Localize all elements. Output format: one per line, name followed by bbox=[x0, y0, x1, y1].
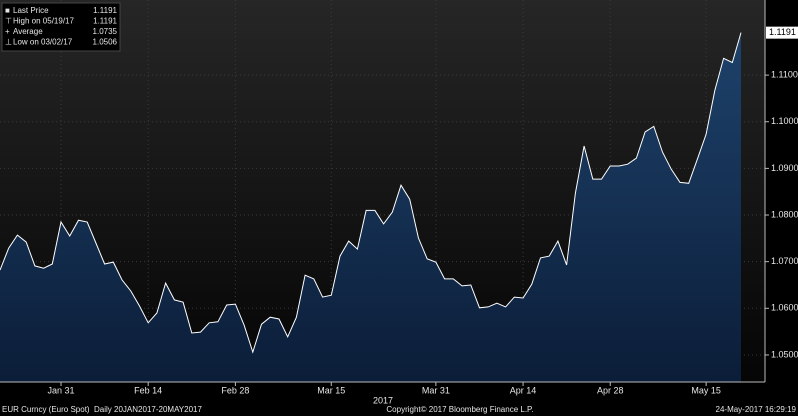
legend-icon: ⊥ bbox=[5, 38, 12, 47]
legend-icon: + bbox=[5, 27, 10, 36]
line bbox=[0, 32, 742, 354]
legend-box bbox=[1, 2, 121, 52]
y-tick-label: 1.0600 bbox=[771, 303, 798, 313]
legend-icon: ■ bbox=[5, 6, 10, 15]
area bbox=[0, 32, 741, 382]
legend-icon: ⊤ bbox=[5, 17, 12, 26]
y-tick-label: 1.1000 bbox=[771, 116, 798, 126]
legend-value: 1.1191 bbox=[93, 6, 117, 15]
x-tick-label: Jan 31 bbox=[48, 385, 75, 395]
legend-value: 1.0735 bbox=[93, 27, 118, 36]
legend-value: 1.0506 bbox=[93, 38, 118, 47]
x-axis-label: 2017 bbox=[373, 395, 393, 405]
last-price-label: 1.1191 bbox=[769, 27, 796, 37]
legend-label: High on 05/19/17 bbox=[13, 17, 74, 26]
legend-label: Last Price bbox=[13, 6, 49, 15]
x-tick-label: Feb 14 bbox=[134, 385, 162, 395]
x-tick-label: Apr 28 bbox=[597, 385, 624, 395]
footer-left: EUR Curncy (Euro Spot) Daily 20JAN2017-2… bbox=[2, 405, 202, 414]
legend-label: Average bbox=[13, 27, 43, 36]
x-tick-label: Feb 28 bbox=[221, 385, 249, 395]
x-tick-label: Apr 14 bbox=[510, 385, 537, 395]
x-tick-label: Mar 15 bbox=[317, 385, 345, 395]
footer-right: 24-May-2017 16:29:19 bbox=[716, 405, 797, 414]
last-price-tag bbox=[766, 26, 798, 39]
legend-label: Low on 03/02/17 bbox=[13, 38, 73, 47]
y-tick-label: 1.0500 bbox=[771, 349, 798, 359]
y-tick-label: 1.0900 bbox=[771, 163, 798, 173]
y-tick-label: 1.0800 bbox=[771, 209, 798, 219]
y-tick-label: 1.1100 bbox=[771, 69, 798, 79]
y-tick-label: 1.0700 bbox=[771, 256, 798, 266]
x-tick-label: Mar 31 bbox=[422, 385, 450, 395]
footer-center: Copyright© 2017 Bloomberg Finance L.P. bbox=[386, 405, 533, 414]
legend-value: 1.1191 bbox=[93, 17, 117, 26]
x-tick-label: May 15 bbox=[691, 385, 721, 395]
